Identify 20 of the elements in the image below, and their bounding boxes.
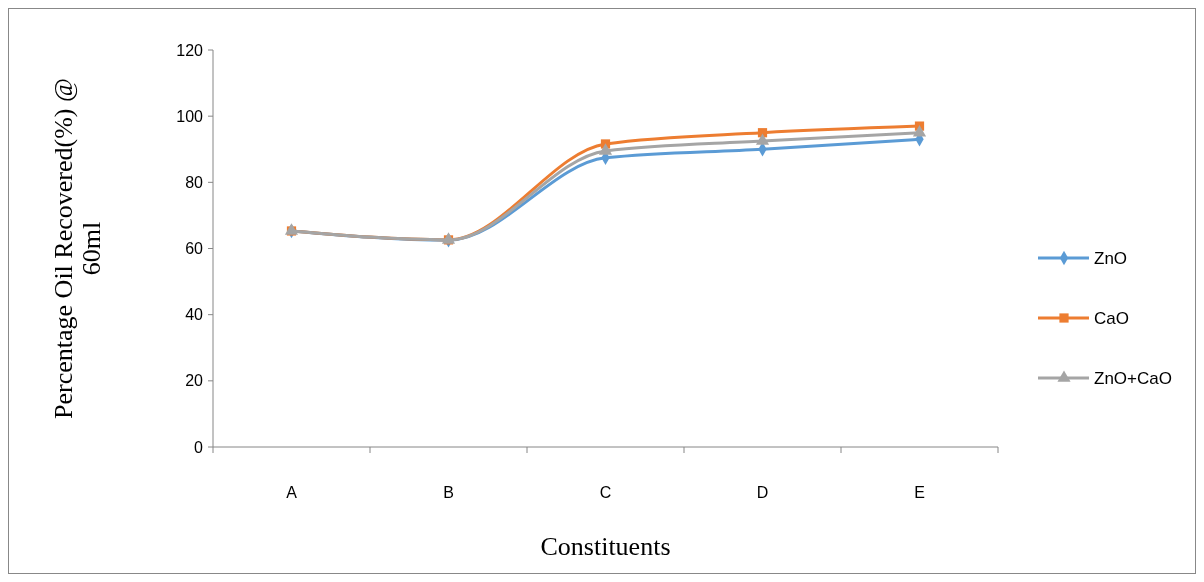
x-tick-label: E [914,484,925,501]
y-tick-label: 120 [176,41,204,59]
y-axis-title: Percentage Oil Recovered(%) @ 60ml [48,78,107,419]
point [755,133,770,145]
y-tick-label: 40 [185,306,204,324]
x-tick-label: B [443,484,454,501]
x-tick-label: D [756,484,769,501]
legend-label: ZnO+CaO [1094,368,1172,388]
x-tick-label: C [599,484,612,501]
y-tick-label: 80 [185,173,204,191]
legend-label: CaO [1094,308,1129,328]
x-axis-title: Constituents [540,532,671,561]
point [598,143,613,155]
point [912,125,927,137]
x-tick-label: A [286,484,298,501]
y-tick-label: 20 [185,372,204,390]
y-tick-label: 60 [185,240,204,258]
y-tick-label: 100 [176,107,204,125]
legend-label: ZnO [1094,248,1128,268]
y-tick-label: 0 [194,438,204,456]
